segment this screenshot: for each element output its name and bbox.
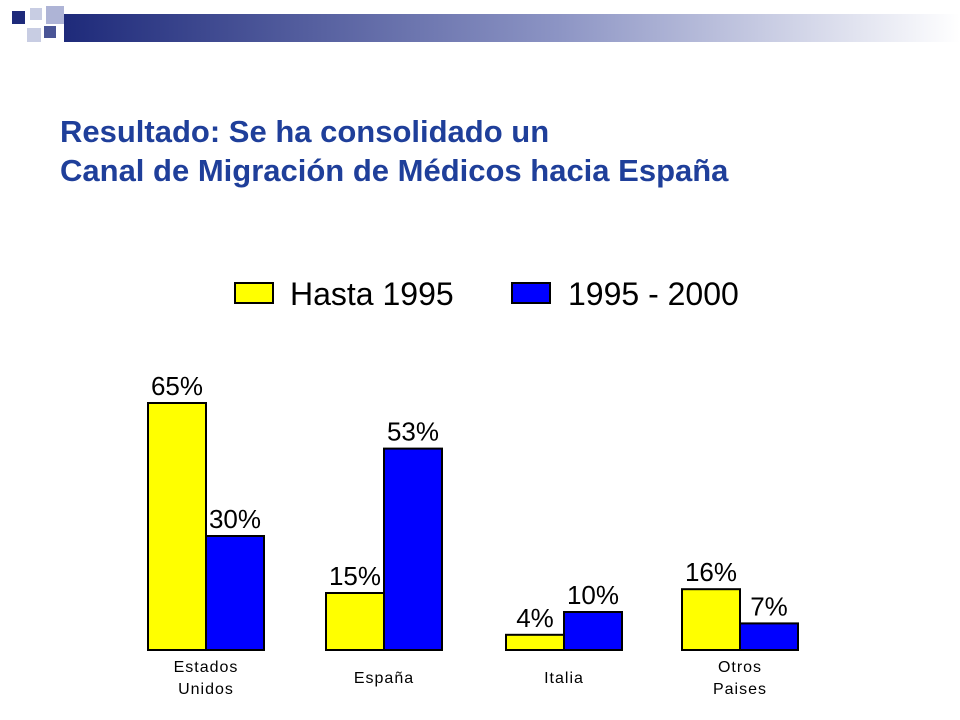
legend-swatch-2 xyxy=(511,282,551,304)
data-label-2-1: 30% xyxy=(209,504,261,534)
category-label-4-line-2: Paises xyxy=(713,681,767,698)
legend-label-1: Hasta 1995 xyxy=(290,276,454,312)
data-label-1-3: 4% xyxy=(516,603,554,633)
bar-1-4 xyxy=(681,588,741,652)
title-line-1: Resultado: Se ha consolidado un xyxy=(60,114,550,149)
bar-1-1 xyxy=(147,402,207,651)
category-label-4-line-1: Otros xyxy=(718,659,762,676)
data-label-1-1: 65% xyxy=(151,371,203,401)
data-label-2-4: 7% xyxy=(750,591,788,621)
bar-2-3 xyxy=(563,611,623,651)
category-label-1-line-1: Estados xyxy=(174,659,239,676)
data-label-2-2: 53% xyxy=(387,417,439,447)
category-label-2-line-1: España xyxy=(354,670,414,687)
slide-title: Resultado: Se ha consolidado un Canal de… xyxy=(60,112,920,190)
decor-square-light-2 xyxy=(27,28,41,42)
decor-square-light xyxy=(30,8,42,20)
title-line-2: Canal de Migración de Médicos hacia Espa… xyxy=(60,153,729,188)
data-label-1-4: 16% xyxy=(685,557,737,587)
bar-2-2 xyxy=(383,447,443,651)
category-label-3-line-1: Italia xyxy=(544,670,584,687)
decor-gradient-band xyxy=(64,14,960,42)
category-label-1-line-2: Unidos xyxy=(178,681,234,698)
legend-label-2: 1995 - 2000 xyxy=(568,276,739,312)
bar-2-4 xyxy=(739,622,799,652)
bar-2-1 xyxy=(205,535,265,651)
decor-square-dark-2 xyxy=(44,26,56,38)
bar-1-3 xyxy=(505,633,565,651)
data-label-2-3: 10% xyxy=(567,580,619,610)
legend-swatch-1 xyxy=(234,282,274,304)
decor-square-mid xyxy=(46,6,64,24)
data-label-1-2: 15% xyxy=(329,561,381,591)
decor-square-dark xyxy=(12,11,25,24)
bar-1-2 xyxy=(325,592,385,651)
slide-decoration xyxy=(12,6,960,42)
